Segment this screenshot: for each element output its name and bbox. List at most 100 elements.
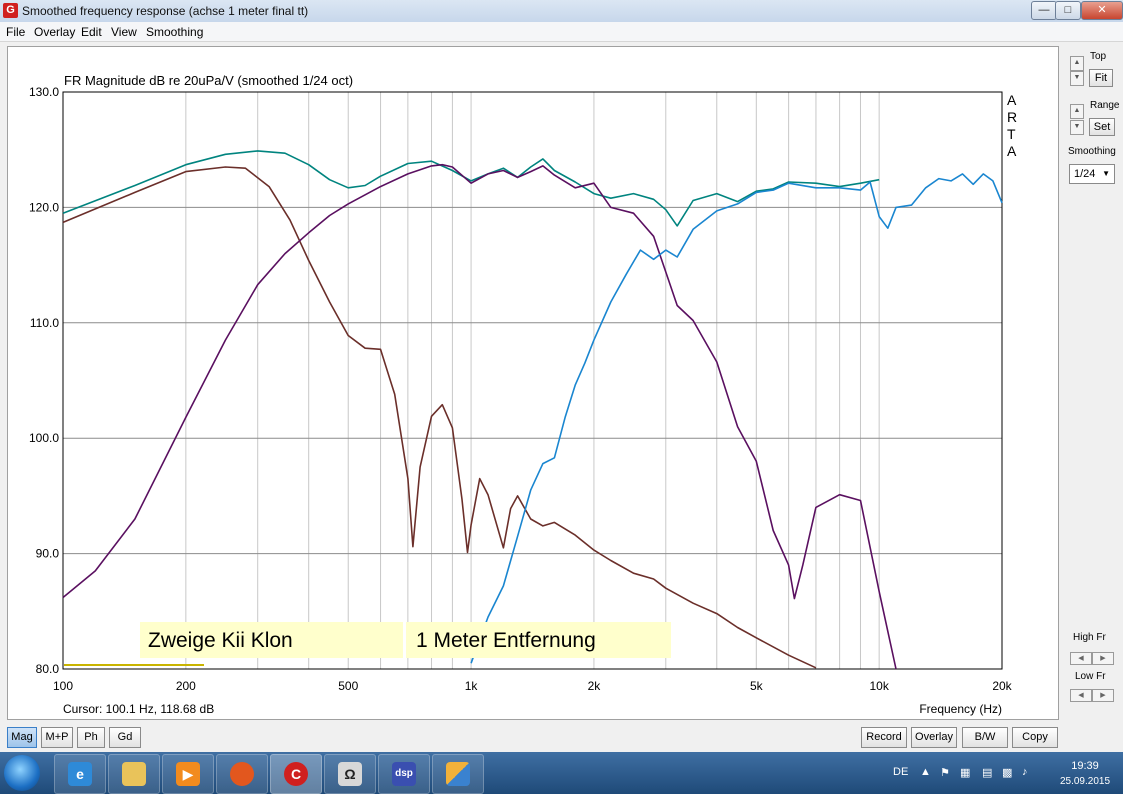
series-line-0 [62,150,880,227]
app-window-icon [446,762,470,786]
bottom-toolbar: Mag M+P Ph Gd Record Overlay B/W Copy [0,724,1123,752]
y-tick-label: 100.0 [29,431,59,445]
taskbar-media[interactable]: ▶ [162,754,214,794]
range-up-icon[interactable]: ▲ [1070,104,1084,119]
top-up-icon[interactable]: ▲ [1070,56,1084,71]
start-button-icon[interactable] [4,755,40,791]
smoothing-select[interactable]: 1/24 ▼ [1069,164,1115,184]
low-fr-right-icon[interactable]: ▶ [1092,689,1114,702]
menu-bar: File Overlay Edit View Smoothing [0,22,1123,42]
x-axis-label: Frequency (Hz) [919,702,1002,716]
y-tick-label: 80.0 [36,662,60,676]
low-fr-label: Low Fr [1075,671,1106,682]
chevron-down-icon: ▼ [1102,169,1110,178]
plot-area[interactable]: 80.0 90.0 100.0 110.0 120.0 130.0 100 200 500 1k 2… [7,46,1059,720]
brand-letter-r: R [1007,109,1017,125]
smoothing-label: Smoothing [1068,146,1116,157]
taskbar-firefox[interactable] [216,754,268,794]
high-fr-arrows: ◀ ▶ [1070,652,1114,665]
brand-letter-t: T [1007,126,1016,142]
taskbar-omega[interactable]: Ω [324,754,376,794]
network-icon[interactable]: ▤ [982,767,993,779]
app-icon: G [3,3,18,18]
tray-arrow-icon[interactable]: ▲ [920,766,931,778]
copy-button[interactable]: Copy [1012,727,1058,748]
clock-time[interactable]: 19:39 [1071,760,1099,772]
cursor-readout: Cursor: 100.1 Hz, 118.68 dB [63,702,214,716]
taskbar-arta[interactable]: C [270,754,322,794]
y-tick-label: 120.0 [29,200,59,214]
mag-button[interactable]: Mag [7,727,37,748]
arta-icon: C [284,762,308,786]
firefox-icon [230,762,254,786]
taskbar-dsp[interactable]: dsp [378,754,430,794]
range-down-icon[interactable]: ▼ [1070,120,1084,135]
overlay-button[interactable]: Overlay [911,727,957,748]
window-title: Smoothed frequency response (achse 1 met… [22,4,309,18]
folder-icon [122,762,146,786]
taskbar-explorer[interactable] [108,754,160,794]
menu-file[interactable]: File [6,25,26,39]
y-tick-label: 90.0 [36,547,60,561]
flag-icon[interactable]: ⚑ [940,767,950,779]
high-fr-right-icon[interactable]: ▶ [1092,652,1114,665]
bw-button[interactable]: B/W [962,727,1008,748]
series-line-2 [62,163,897,670]
taskbar-app[interactable] [432,754,484,794]
record-button[interactable]: Record [861,727,907,748]
language-indicator[interactable]: DE [893,766,909,778]
menu-overlay[interactable]: Overlay [34,25,76,39]
annotation-zweige: Zweige Kii Klon [148,629,293,652]
plot-border [62,91,1003,670]
y-tick-label: 110.0 [30,316,59,330]
maximize-button[interactable]: □ [1055,1,1081,20]
annotation-distance: 1 Meter Entfernung [416,629,596,652]
x-tick-label: 500 [338,679,358,693]
x-tick-label: 100 [53,679,73,693]
taskbar: e ▶ C Ω dsp DE ▲ ⚑ ▦ ▤ ▩ ♪ 19:39 25.09.2… [0,752,1123,794]
fit-button[interactable]: Fit [1089,69,1113,87]
omega-icon: Ω [338,762,362,786]
x-tick-label: 200 [176,679,196,693]
menu-edit[interactable]: Edit [81,25,102,39]
signal-icon[interactable]: ▩ [1002,767,1013,779]
series-line-3 [470,173,1003,664]
volume-icon[interactable]: ♪ [1022,766,1028,778]
group-delay-button[interactable]: Gd [109,727,141,748]
menu-smoothing[interactable]: Smoothing [146,25,204,39]
x-tick-label: 1k [465,679,479,693]
smoothing-value: 1/24 [1074,168,1096,180]
ie-icon: e [68,762,92,786]
high-fr-label: High Fr [1073,632,1106,643]
frequency-response-chart[interactable]: 80.0 90.0 100.0 110.0 120.0 130.0 100 200 500 1k 2… [8,47,1058,719]
title-bar: G Smoothed frequency response (achse 1 m… [0,0,1123,23]
plot-title: FR Magnitude dB re 20uPa/V (smoothed 1/2… [64,73,353,88]
annotation-box-2 [406,622,671,658]
brand-letter-a2: A [1007,143,1017,159]
media-player-icon: ▶ [176,762,200,786]
top-down-icon[interactable]: ▼ [1070,71,1084,86]
high-fr-left-icon[interactable]: ◀ [1070,652,1092,665]
clock-date[interactable]: 25.09.2015 [1059,776,1111,787]
low-fr-arrows: ◀ ▶ [1070,689,1114,702]
brand-letter-a1: A [1007,92,1017,108]
x-tick-label: 2k [588,679,602,693]
series-line-1 [62,166,817,669]
close-button[interactable]: ✕ [1081,1,1123,20]
phase-button[interactable]: Ph [77,727,105,748]
top-label: Top [1090,51,1107,62]
right-panel: ▲ ▼ Top Fit ▲ ▼ Range Set Smoothing 1/24… [1062,46,1123,718]
set-button[interactable]: Set [1089,118,1115,136]
low-fr-left-icon[interactable]: ◀ [1070,689,1092,702]
range-label: Range [1090,100,1120,111]
mag-phase-button[interactable]: M+P [41,727,73,748]
dsp-icon: dsp [392,762,416,786]
menu-view[interactable]: View [111,25,137,39]
minimize-button[interactable]: — [1031,1,1057,20]
y-tick-label: 130.0 [29,85,59,99]
x-tick-label: 20k [992,679,1012,693]
windows-icon[interactable]: ▦ [960,767,971,779]
annotation-box-1 [140,622,403,658]
taskbar-ie[interactable]: e [54,754,106,794]
x-tick-label: 10k [869,679,889,693]
